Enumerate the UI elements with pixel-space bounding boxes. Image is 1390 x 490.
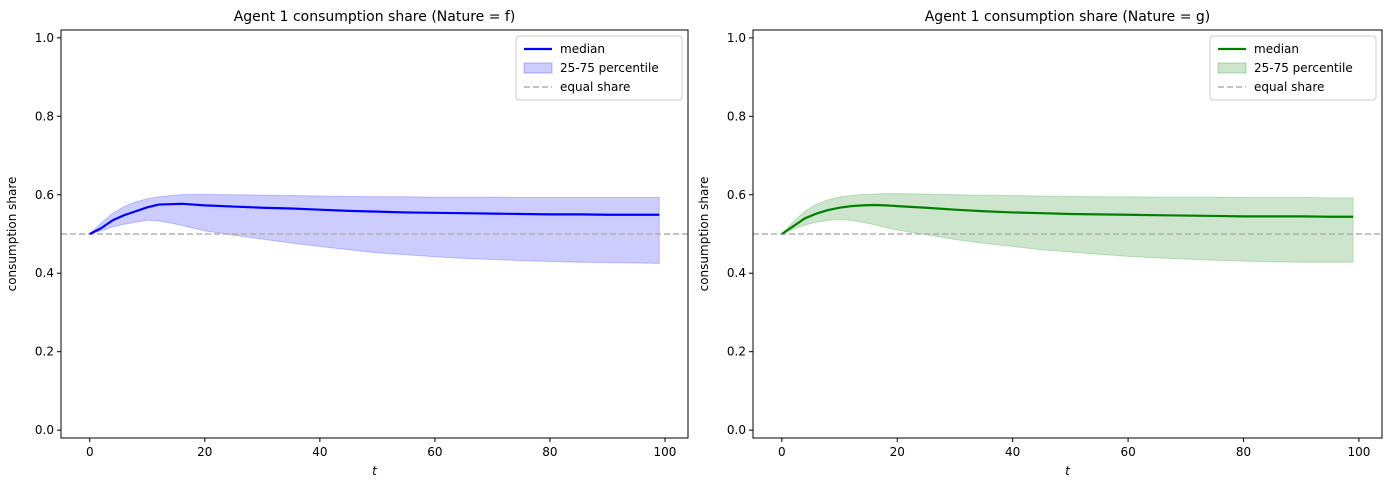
x-tick-label: 100 — [654, 445, 677, 459]
x-tick-label: 40 — [1005, 445, 1020, 459]
legend-band-swatch — [1217, 62, 1247, 74]
y-tick-label: 0.0 — [35, 423, 54, 437]
x-tick-label: 20 — [890, 445, 905, 459]
y-tick-label: 1.0 — [727, 31, 746, 45]
y-tick-label: 0.4 — [727, 266, 746, 280]
percentile-band — [89, 193, 660, 264]
legend-reference-label: equal share — [560, 80, 630, 94]
y-tick-label: 0.6 — [727, 188, 746, 202]
axes-frame — [60, 29, 689, 439]
chart-panels: 0 20 40 60 80 100 0.0 0.2 0.4 0.6 0.8 1.0 Agent 1 co… — [5, 9, 1383, 478]
y-tick-label: 0.4 — [35, 266, 54, 280]
legend-median-label: median — [1254, 42, 1299, 56]
x-axis-label: t — [372, 464, 378, 478]
y-axis-label: consumption share — [5, 177, 19, 292]
y-tick-label: 0.8 — [727, 109, 746, 123]
y-tick-label: 0.2 — [35, 345, 54, 359]
legend-band-label: 25-75 percentile — [1254, 61, 1353, 75]
x-tick-label: 100 — [1347, 445, 1370, 459]
legend-box — [1209, 35, 1377, 101]
x-tick-label: 60 — [427, 445, 442, 459]
percentile-band — [781, 193, 1354, 263]
chart-panel-1: 0 20 40 60 80 100 0.0 0.2 0.4 0.6 0.8 1.0 Agent 1 co… — [5, 9, 689, 478]
chart-panel-2: 0 20 40 60 80 100 0.0 0.2 0.4 0.6 0.8 1.0 Agent 1 co… — [697, 9, 1383, 478]
plot-area — [753, 193, 1382, 263]
x-tick-label: 80 — [1236, 445, 1251, 459]
legend: median 25-75 percentile equal share — [1209, 35, 1377, 101]
legend: median 25-75 percentile equal share — [515, 35, 683, 101]
chart-title: Agent 1 consumption share (Nature = f) — [234, 9, 516, 25]
legend-median-label: median — [560, 42, 605, 56]
x-tick-label: 0 — [778, 445, 786, 459]
legend-band-label: 25-75 percentile — [560, 61, 659, 75]
x-tick-label: 60 — [1120, 445, 1135, 459]
axes-frame — [752, 29, 1383, 439]
median-line — [781, 203, 1354, 235]
y-tick-label: 0.0 — [727, 423, 746, 437]
x-tick-label: 20 — [197, 445, 212, 459]
median-line — [89, 202, 660, 235]
y-tick-label: 0.2 — [727, 345, 746, 359]
legend-box — [515, 35, 683, 101]
x-tick-label: 40 — [312, 445, 327, 459]
x-axis-label: t — [1065, 464, 1071, 478]
legend-band-swatch — [523, 62, 553, 74]
chart-title: Agent 1 consumption share (Nature = g) — [925, 9, 1211, 25]
x-tick-label: 0 — [86, 445, 94, 459]
y-tick-label: 0.8 — [35, 109, 54, 123]
legend-reference-label: equal share — [1254, 80, 1324, 94]
y-tick-label: 1.0 — [35, 31, 54, 45]
y-tick-label: 0.6 — [35, 188, 54, 202]
x-tick-label: 80 — [542, 445, 557, 459]
plot-area — [61, 193, 688, 264]
y-axis-label: consumption share — [697, 177, 711, 292]
